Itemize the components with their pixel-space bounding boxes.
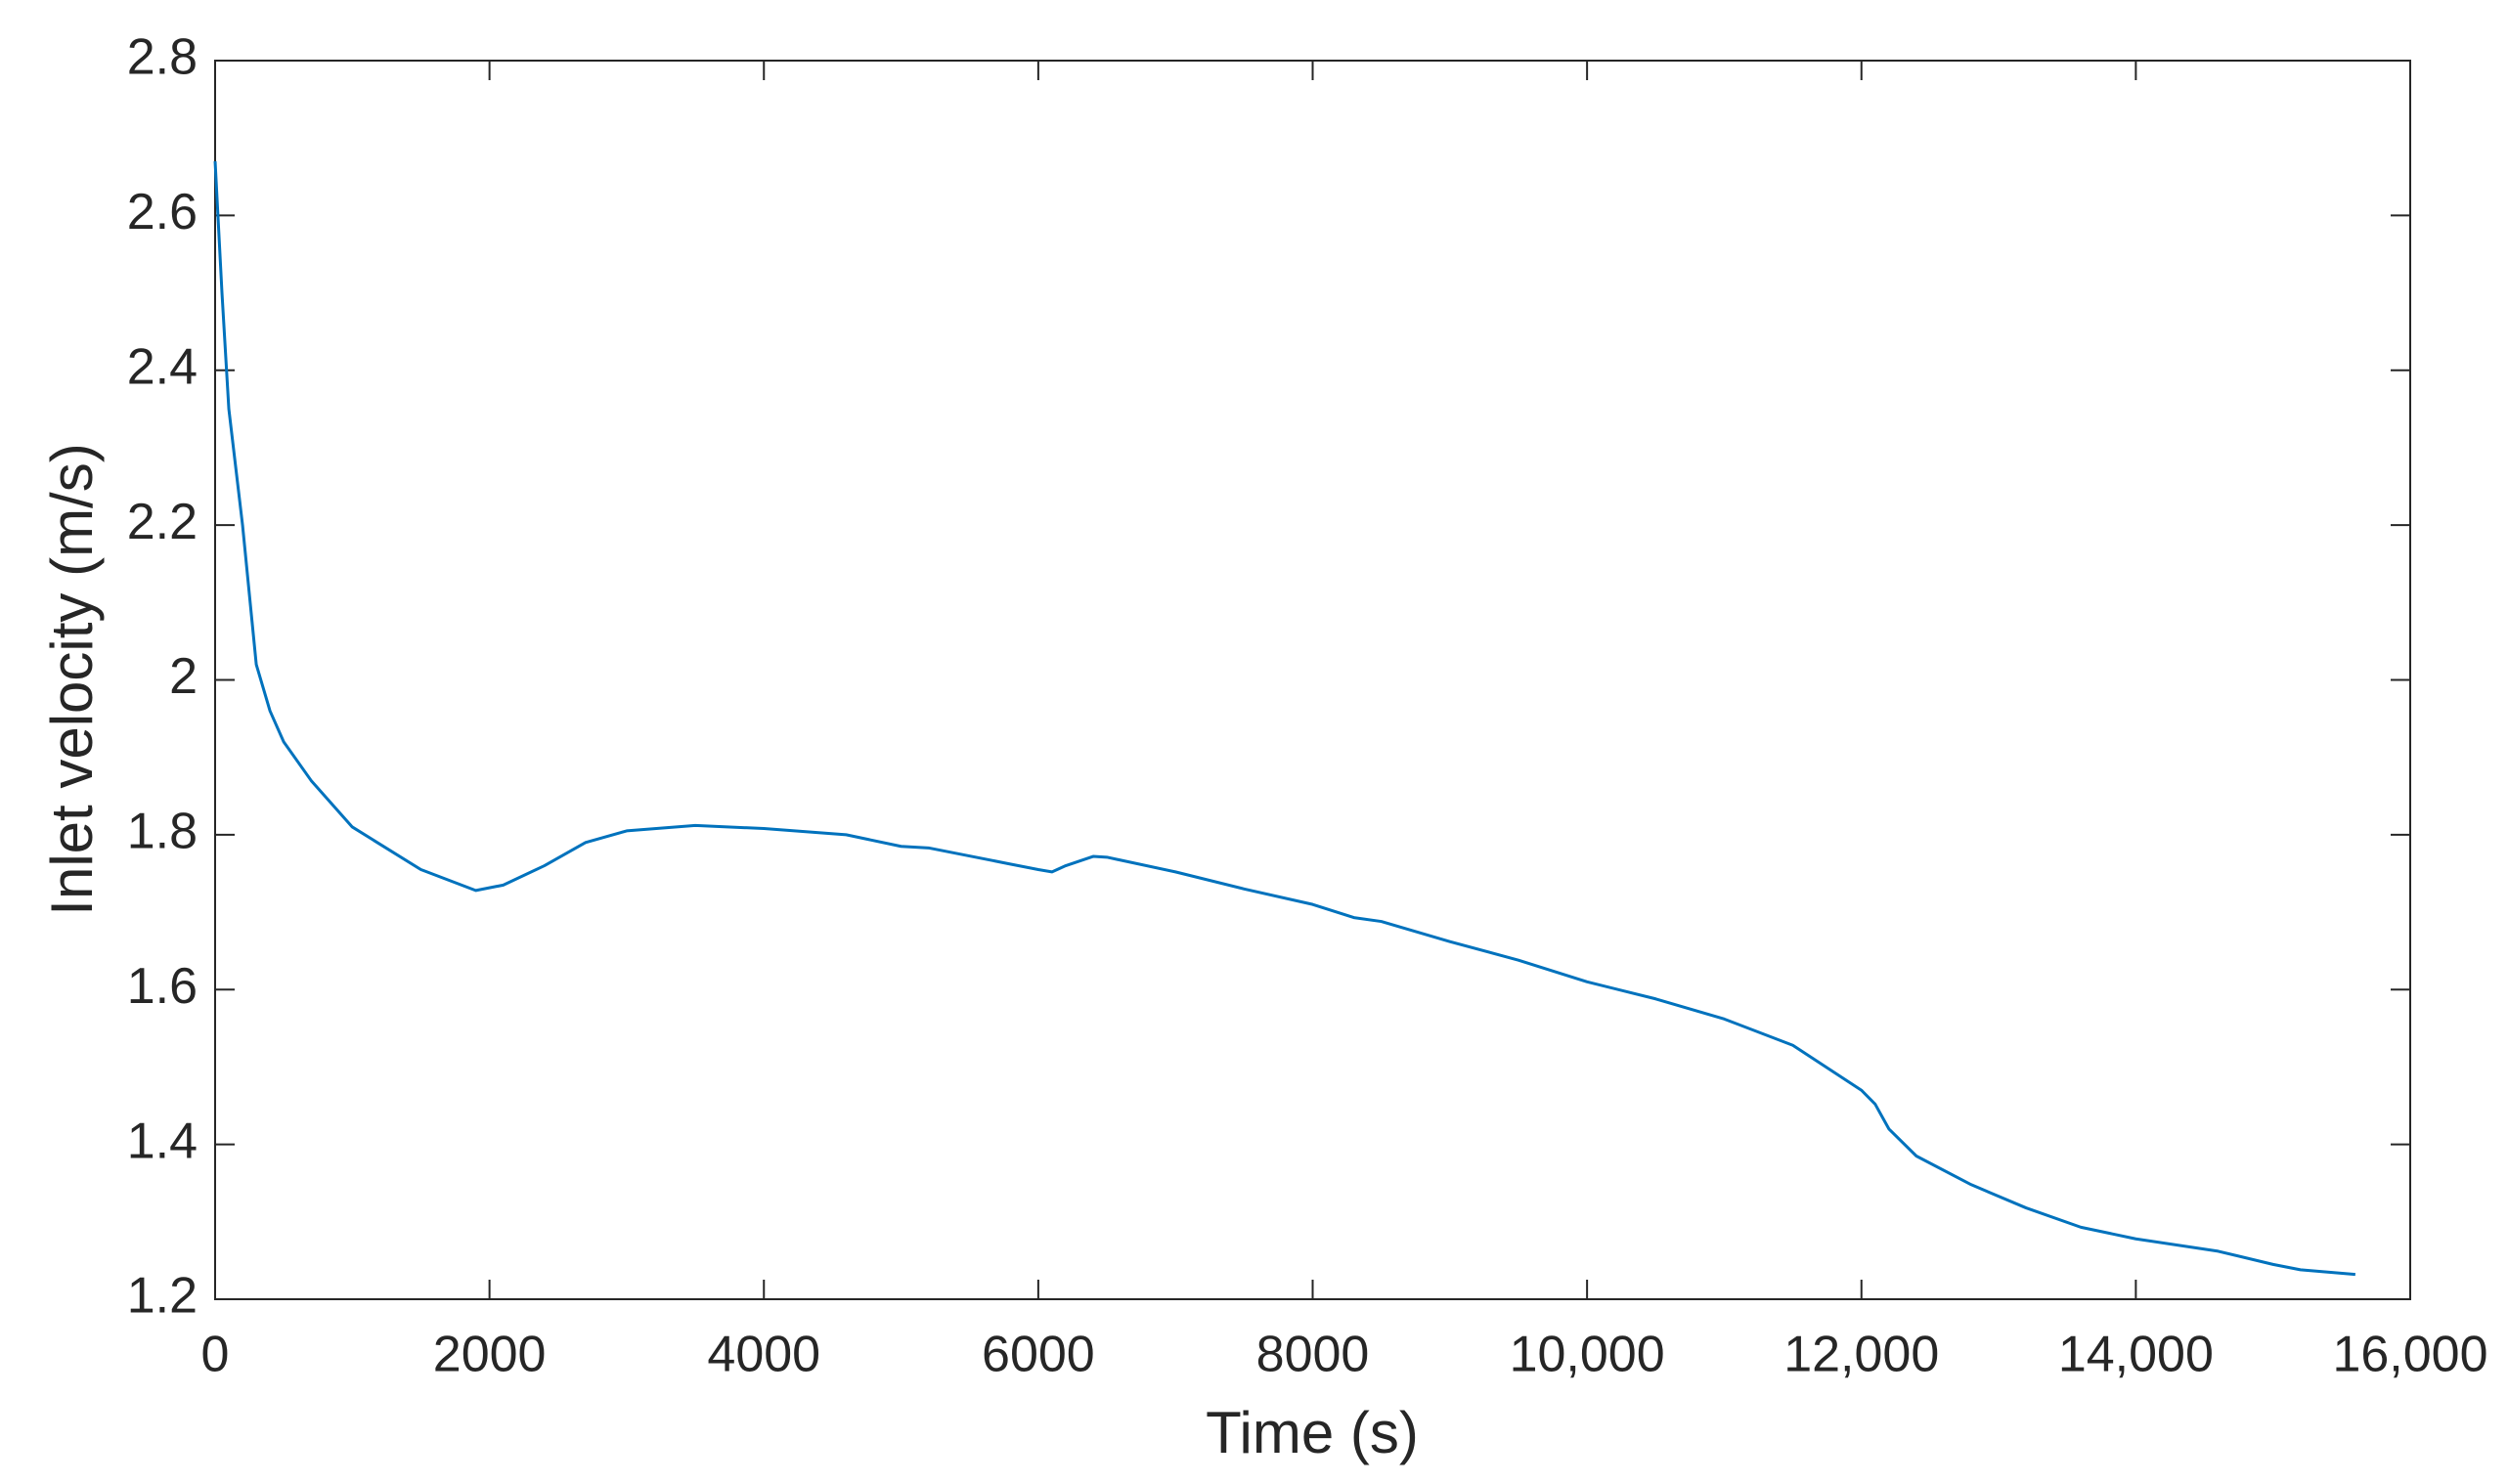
y-tick-label: 2	[169, 648, 198, 705]
x-tick-label: 2000	[433, 1327, 547, 1383]
y-tick-label: 1.6	[127, 958, 198, 1015]
y-tick-label: 2.4	[127, 338, 198, 395]
x-tick-label: 14,000	[2058, 1327, 2214, 1383]
y-tick-label: 1.2	[127, 1268, 198, 1325]
x-tick-label: 4000	[707, 1327, 820, 1383]
x-tick-label: 0	[201, 1327, 230, 1383]
data-line	[213, 160, 2356, 1277]
y-tick-label: 2.2	[127, 494, 198, 550]
y-tick-label: 2.8	[127, 29, 198, 86]
x-tick-label: 8000	[1256, 1327, 1370, 1383]
y-tick-label: 1.4	[127, 1113, 198, 1169]
x-tick-label: 6000	[982, 1327, 1095, 1383]
y-tick-label: 1.8	[127, 804, 198, 860]
y-tick-label: 2.6	[127, 184, 198, 240]
y-axis-label: Inlet velocity (m/s)	[39, 443, 105, 915]
x-tick-label: 10,000	[1510, 1327, 1665, 1383]
x-tick-label: 12,000	[1783, 1327, 1939, 1383]
axes-box	[214, 60, 2411, 1300]
x-tick-label: 16,000	[2332, 1327, 2487, 1383]
x-axis-label: Time (s)	[1206, 1400, 1419, 1465]
